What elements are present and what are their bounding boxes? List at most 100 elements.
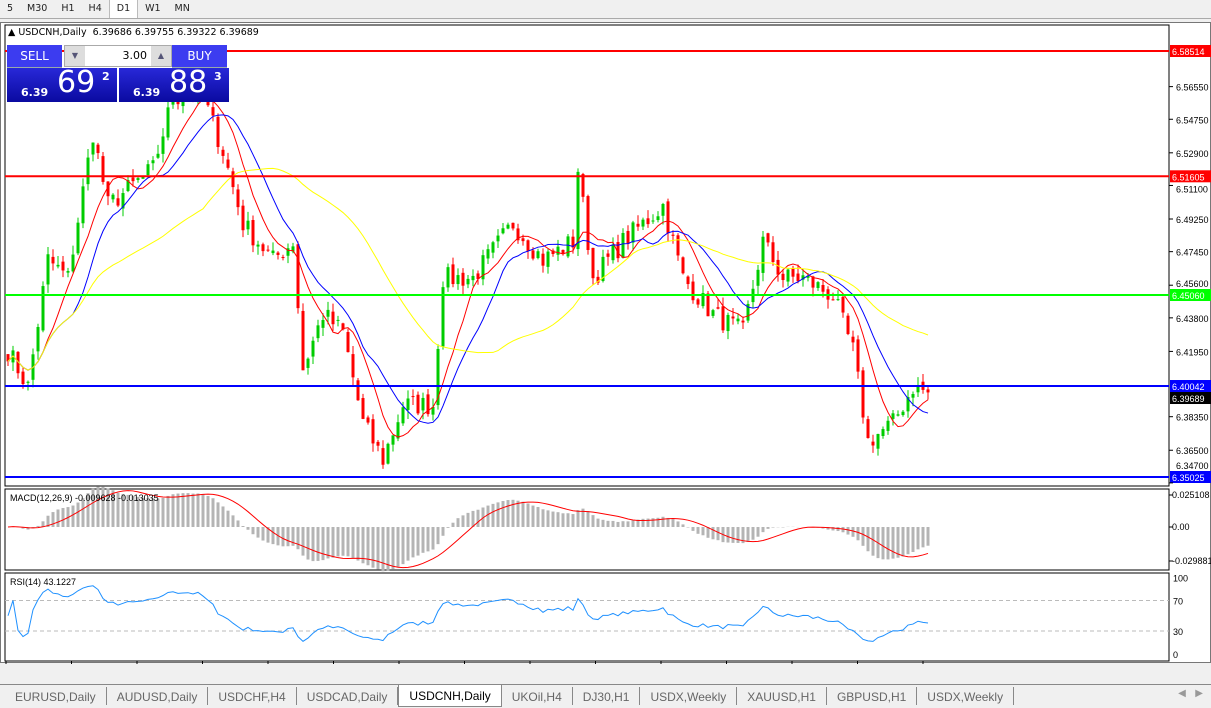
decrease-lot-button[interactable]: ▼ bbox=[65, 46, 85, 66]
timeframe-W1[interactable]: W1 bbox=[145, 3, 161, 14]
macd-histogram-bar bbox=[546, 510, 550, 527]
chart-tab[interactable]: UKOil,H4 bbox=[502, 687, 573, 705]
buy-button[interactable]: BUY bbox=[172, 45, 227, 68]
candle-body bbox=[261, 244, 265, 252]
candle-body bbox=[661, 204, 665, 216]
candle-body bbox=[71, 254, 75, 272]
chart-canvas[interactable]: 6.585146.516056.450606.400426.350256.396… bbox=[1, 23, 1211, 664]
chart-tab[interactable]: XAUUSD,H1 bbox=[737, 687, 827, 705]
macd-histogram-bar bbox=[306, 527, 310, 560]
chart-tab[interactable]: EURUSD,Daily bbox=[5, 687, 107, 705]
candle-body bbox=[771, 242, 775, 263]
chart-tab[interactable]: USDX,Weekly bbox=[640, 687, 738, 705]
timeframe-D1[interactable]: D1 bbox=[108, 0, 139, 18]
macd-histogram-bar bbox=[631, 520, 635, 527]
macd-histogram-bar bbox=[321, 527, 325, 561]
candle-body bbox=[856, 339, 860, 372]
macd-histogram-bar bbox=[571, 514, 575, 527]
candle-body bbox=[841, 296, 845, 313]
buy-price[interactable]: 6.39 88 3 bbox=[119, 68, 229, 102]
candle-body bbox=[656, 216, 660, 221]
macd-histogram-bar bbox=[596, 518, 600, 527]
macd-histogram-bar bbox=[836, 527, 840, 532]
tab-scroll-arrows[interactable]: ◀ ▶ bbox=[1178, 688, 1203, 699]
candle-body bbox=[116, 198, 120, 206]
macd-histogram-bar bbox=[626, 521, 630, 527]
candle-body bbox=[746, 303, 750, 321]
candle-body bbox=[641, 219, 645, 227]
macd-histogram-bar bbox=[476, 509, 480, 527]
macd-histogram-bar bbox=[106, 488, 110, 527]
ma-fast-line bbox=[7, 98, 929, 438]
lot-size-input[interactable]: 3.00 bbox=[122, 49, 148, 62]
macd-histogram-bar bbox=[736, 527, 740, 543]
candle-body bbox=[321, 320, 325, 328]
increase-lot-button[interactable]: ▲ bbox=[151, 46, 171, 66]
timeframe-H1[interactable]: H1 bbox=[61, 3, 75, 14]
timeframe-5[interactable]: 5 bbox=[7, 3, 14, 14]
macd-histogram-bar bbox=[911, 527, 915, 552]
candle-body bbox=[131, 177, 135, 182]
price-axis-label: 6.51100 bbox=[1176, 184, 1208, 194]
macd-histogram-bar bbox=[311, 527, 315, 562]
macd-histogram-bar bbox=[851, 527, 855, 537]
ohlc-values: 6.39686 6.39755 6.39322 6.39689 bbox=[92, 27, 259, 38]
candle-body bbox=[486, 249, 490, 259]
macd-histogram-bar bbox=[346, 527, 350, 557]
candle-body bbox=[291, 246, 295, 252]
chart-window[interactable]: 6.58514 6.51605 6.45060 6.40042 6.35025 6.396… bbox=[0, 22, 1211, 664]
chart-tab[interactable]: AUDUSD,Daily bbox=[107, 687, 209, 705]
macd-histogram-bar bbox=[216, 502, 220, 527]
candle-body bbox=[546, 251, 550, 267]
chart-tab[interactable]: GBPUSD,H1 bbox=[827, 687, 918, 705]
timeframe-MN[interactable]: MN bbox=[174, 3, 190, 14]
macd-histogram-bar bbox=[76, 502, 80, 527]
candle-body bbox=[386, 443, 390, 464]
candle-body bbox=[601, 256, 605, 282]
chart-tab[interactable]: USDX,Weekly bbox=[917, 687, 1015, 705]
candle-body bbox=[701, 293, 705, 307]
level-price-tag bbox=[1170, 170, 1211, 183]
macd-histogram-bar bbox=[211, 498, 215, 527]
macd-histogram-bar bbox=[646, 518, 650, 527]
timeframe-M30[interactable]: M30 bbox=[27, 3, 48, 14]
chart-tab[interactable]: USDCNH,Daily bbox=[398, 685, 502, 707]
symbol-label: USDCNH,Daily bbox=[18, 27, 87, 38]
candle-body bbox=[611, 244, 615, 261]
lot-size-stepper[interactable]: ▼ 3.00 ▲ bbox=[64, 45, 172, 67]
macd-histogram-bar bbox=[281, 527, 285, 547]
sell-price-prefix: 6.39 bbox=[21, 86, 49, 99]
macd-histogram-bar bbox=[726, 527, 730, 543]
macd-histogram-bar bbox=[881, 527, 885, 560]
macd-histogram-bar bbox=[241, 526, 245, 527]
sell-price[interactable]: 6.39 69 2 bbox=[7, 68, 117, 102]
candle-body bbox=[426, 394, 430, 415]
macd-histogram-bar bbox=[151, 498, 155, 527]
macd-histogram-bar bbox=[366, 527, 370, 566]
chart-tab[interactable]: USDCHF,H4 bbox=[208, 687, 297, 705]
candle-body bbox=[651, 220, 655, 222]
macd-histogram-bar bbox=[676, 521, 680, 527]
macd-histogram-bar bbox=[496, 502, 500, 527]
one-click-trading-panel: SELL ▼ 3.00 ▲ BUY 6.39 69 2 6.39 88 3 bbox=[7, 45, 229, 102]
macd-histogram-bar bbox=[401, 527, 405, 565]
candle-body bbox=[551, 250, 555, 255]
timeframe-H4[interactable]: H4 bbox=[88, 3, 102, 14]
macd-histogram-bar bbox=[866, 527, 870, 552]
candle-body bbox=[226, 159, 230, 168]
sell-button[interactable]: SELL bbox=[7, 45, 62, 68]
macd-histogram-bar bbox=[566, 513, 570, 527]
candle-body bbox=[281, 256, 285, 259]
candle-body bbox=[781, 273, 785, 281]
chart-tab[interactable]: DJ30,H1 bbox=[573, 687, 641, 705]
chart-tab[interactable]: USDCAD,Daily bbox=[297, 687, 399, 705]
price-axis-label: 6.54750 bbox=[1176, 115, 1209, 125]
candle-body bbox=[126, 180, 130, 192]
candle-body bbox=[846, 315, 850, 335]
macd-histogram-bar bbox=[651, 518, 655, 527]
macd-histogram-bar bbox=[591, 515, 595, 527]
macd-histogram-bar bbox=[731, 527, 735, 543]
candle-body bbox=[381, 448, 385, 465]
macd-histogram-bar bbox=[766, 527, 770, 529]
macd-histogram-bar bbox=[291, 527, 295, 546]
